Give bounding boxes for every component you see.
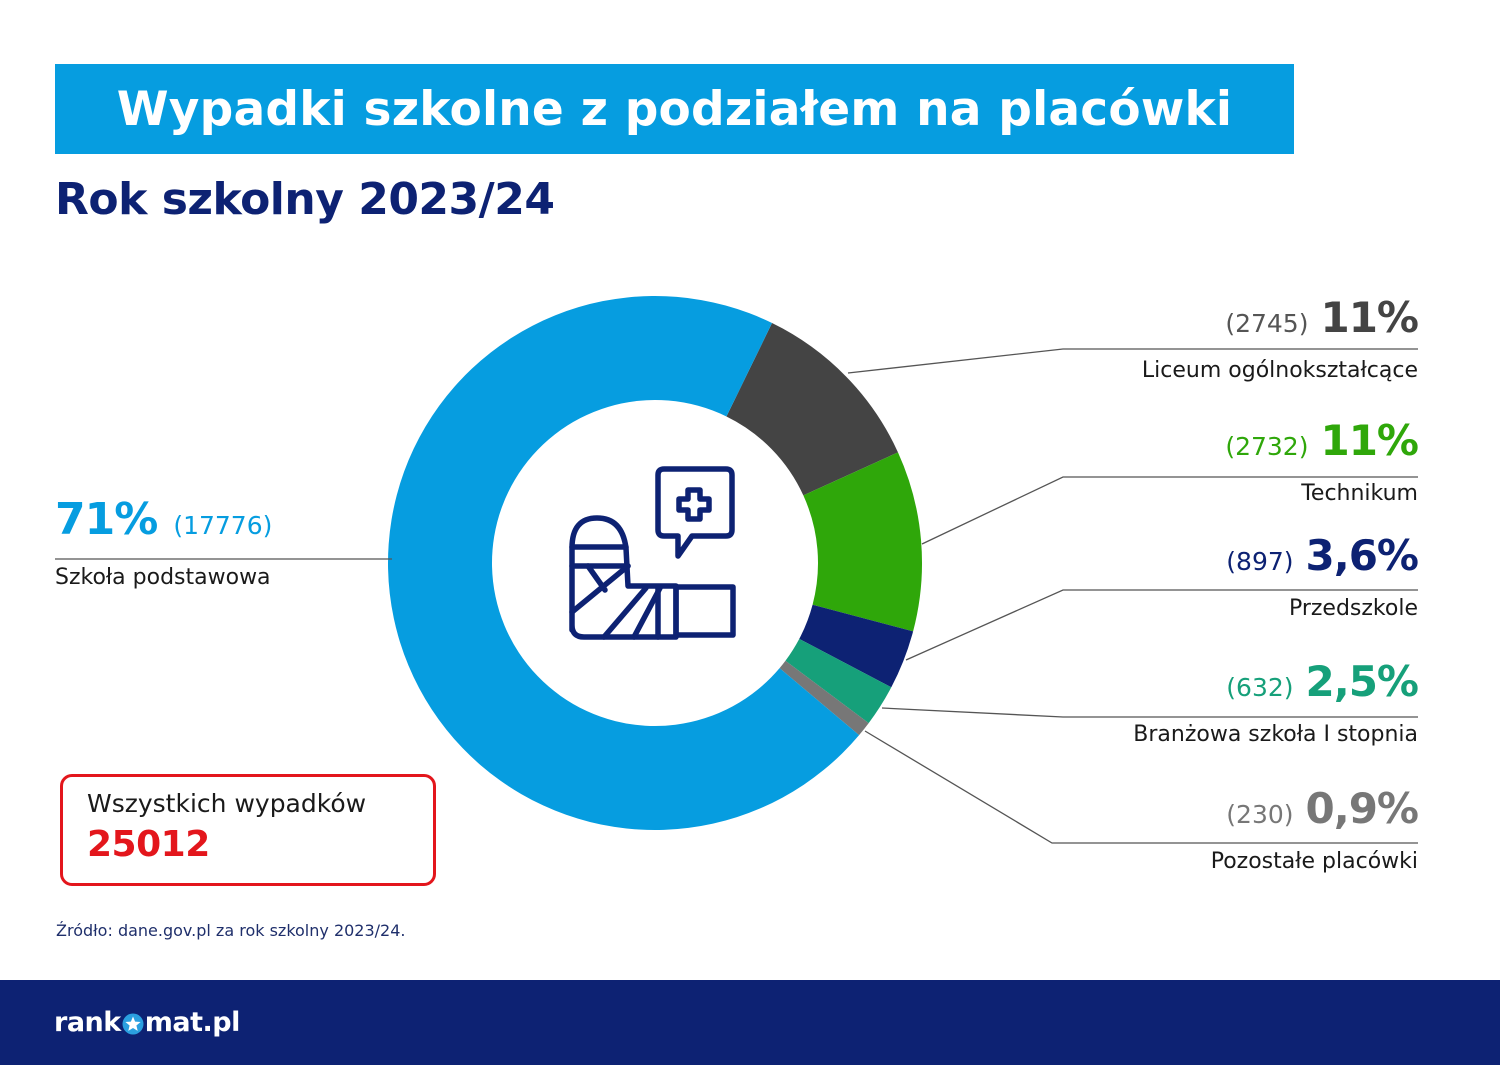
page-title: Wypadki szkolne z podziałem na placówki — [55, 64, 1294, 154]
total-accidents-box: Wszystkich wypadków 25012 — [60, 774, 436, 886]
total-label: Wszystkich wypadków — [87, 789, 367, 818]
pct-technikum: 11% — [1320, 416, 1419, 465]
count-technikum: (2732) — [1225, 432, 1309, 461]
leader-line-technikum — [921, 476, 1418, 545]
label-pozostale: (230) 0,9% Pozostałe placówki — [1210, 784, 1419, 874]
leader-lines — [55, 348, 1418, 844]
logo-suffix: mat.pl — [144, 1007, 241, 1038]
pct-przedszkole: 3,6% — [1305, 531, 1419, 580]
donut-slice-liceum-og-lnokszta-c-ce — [726, 323, 898, 496]
leader-line-pozostale — [864, 730, 1418, 844]
count-branzowa: (632) — [1226, 673, 1294, 702]
name-przedszkole: Przedszkole — [1288, 596, 1418, 621]
count-pozostale: (230) — [1226, 800, 1294, 829]
pct-szkola-podstawowa: 71% — [55, 494, 158, 545]
leader-line-branzowa — [881, 707, 1418, 718]
donut-slice-bran-owa-szko-a-i-stopnia — [785, 638, 892, 724]
total-value: 25012 — [87, 824, 210, 865]
star-icon — [122, 1013, 144, 1034]
page-subtitle: Rok szkolny 2023/24 — [55, 174, 555, 225]
name-liceum: Liceum ogólnokształcące — [1141, 358, 1418, 383]
count-szkola-podstawowa: (17776) — [173, 511, 273, 540]
name-szkola-podstawowa: Szkoła podstawowa — [55, 565, 271, 590]
footer-bar: rank mat.pl — [0, 980, 1500, 1065]
pct-branzowa: 2,5% — [1305, 657, 1419, 706]
rankomat-logo[interactable]: rank mat.pl — [54, 1007, 240, 1038]
donut-slice-przedszkole — [799, 604, 914, 688]
donut-slices — [388, 295, 922, 830]
pct-liceum: 11% — [1320, 293, 1419, 342]
pct-pozostale: 0,9% — [1305, 784, 1419, 833]
name-branzowa: Branżowa szkoła I stopnia — [1133, 722, 1418, 747]
name-technikum: Technikum — [1301, 481, 1418, 506]
label-przedszkole: (897) 3,6% Przedszkole — [1226, 531, 1419, 621]
label-szkola-podstawowa: 71% (17776) Szkoła podstawowa — [55, 494, 272, 590]
label-liceum: (2745) 11% Liceum ogólnokształcące — [1141, 293, 1419, 383]
leader-line-przedszkole — [905, 589, 1418, 661]
logo-prefix: rank — [54, 1007, 121, 1038]
broken-arm-medical-icon — [569, 466, 736, 640]
leader-line-liceum — [847, 348, 1418, 374]
count-liceum: (2745) — [1225, 309, 1309, 338]
source-note: Źródło: dane.gov.pl za rok szkolny 2023/… — [56, 921, 406, 940]
donut-slice-pozosta-e-plac-wki — [779, 660, 869, 736]
name-pozostale: Pozostałe placówki — [1210, 849, 1418, 874]
donut-slice-szko-a-podstawowa — [388, 295, 860, 830]
donut-slice-technikum — [803, 452, 922, 632]
label-technikum: (2732) 11% Technikum — [1225, 416, 1419, 506]
label-branzowa: (632) 2,5% Branżowa szkoła I stopnia — [1133, 657, 1419, 747]
count-przedszkole: (897) — [1226, 547, 1294, 576]
